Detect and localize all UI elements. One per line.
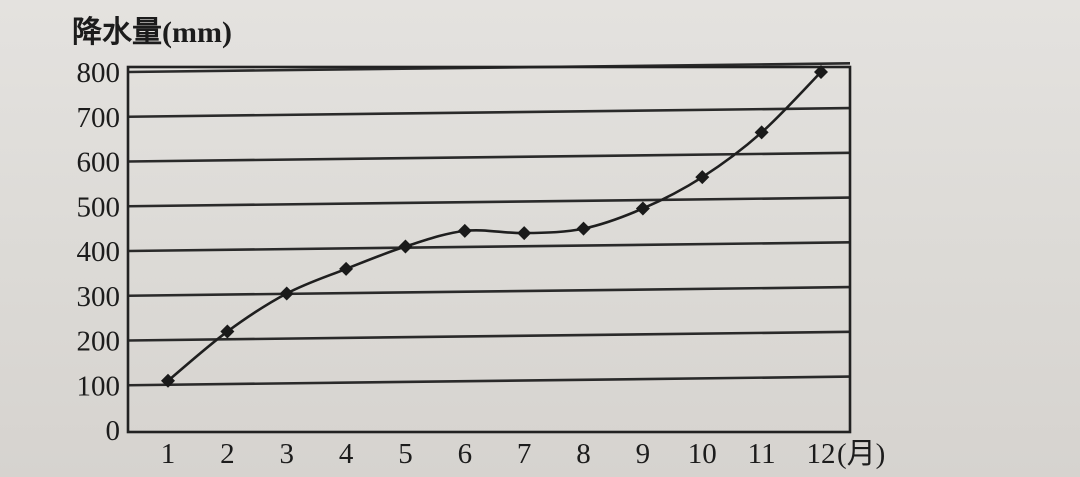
- gridline-100: [127, 375, 851, 387]
- data-point-month-3: [279, 286, 294, 301]
- y-tick-label: 100: [77, 370, 121, 402]
- data-point-month-8: [576, 221, 591, 236]
- series-line-precipitation: [167, 71, 822, 382]
- data-point-month-4: [339, 261, 354, 276]
- x-tick-label: 3: [279, 438, 294, 470]
- y-tick-label: 400: [77, 236, 121, 268]
- data-markers: [161, 65, 828, 388]
- data-point-month-1: [161, 373, 175, 388]
- x-tick-label: 12: [807, 438, 836, 470]
- y-tick-label: 0: [106, 415, 121, 447]
- x-tick-label: 1: [161, 438, 176, 470]
- gridline-700: [127, 106, 851, 119]
- x-tick-label: 2: [220, 438, 235, 470]
- data-point-month-9: [635, 201, 650, 216]
- data-point-month-2: [220, 324, 235, 339]
- x-tick-label: 7: [517, 438, 532, 470]
- x-tick-label: 11: [748, 438, 776, 470]
- grid-lines: [127, 62, 851, 387]
- data-point-month-11: [754, 125, 769, 140]
- x-tick-labels: 1 2 3 4 5 6 7 8 9 10 11 12 (月): [161, 438, 886, 470]
- gridline-400: [127, 241, 851, 253]
- x-tick-label: 9: [636, 438, 651, 470]
- x-tick-label: 8: [576, 438, 591, 470]
- data-point-month-12: [814, 65, 828, 79]
- y-axis-title: 降水量(mm): [72, 16, 232, 49]
- x-tick-label: 10: [688, 438, 717, 470]
- gridline-600: [127, 151, 851, 163]
- data-point-month-10: [695, 170, 710, 185]
- y-tick-label: 300: [77, 281, 121, 313]
- y-tick-labels: 0 100 200 300 400 500 600 700 800: [77, 57, 121, 447]
- gridline-200: [127, 330, 851, 342]
- y-tick-label: 600: [77, 147, 121, 179]
- gridline-300: [127, 285, 851, 298]
- gridline-500: [127, 196, 851, 208]
- x-tick-label: 5: [398, 438, 413, 470]
- y-tick-label: 500: [77, 191, 121, 223]
- y-tick-label: 700: [77, 102, 121, 134]
- data-point-month-6: [457, 223, 472, 238]
- data-point-month-7: [517, 226, 532, 241]
- y-tick-label: 200: [77, 326, 121, 358]
- x-axis-unit: (月): [837, 438, 885, 470]
- plot-frame: [126, 65, 852, 434]
- x-tick-label: 4: [339, 438, 354, 470]
- y-tick-label: 800: [77, 57, 121, 89]
- x-tick-label: 6: [458, 438, 473, 470]
- data-point-month-5: [398, 239, 413, 254]
